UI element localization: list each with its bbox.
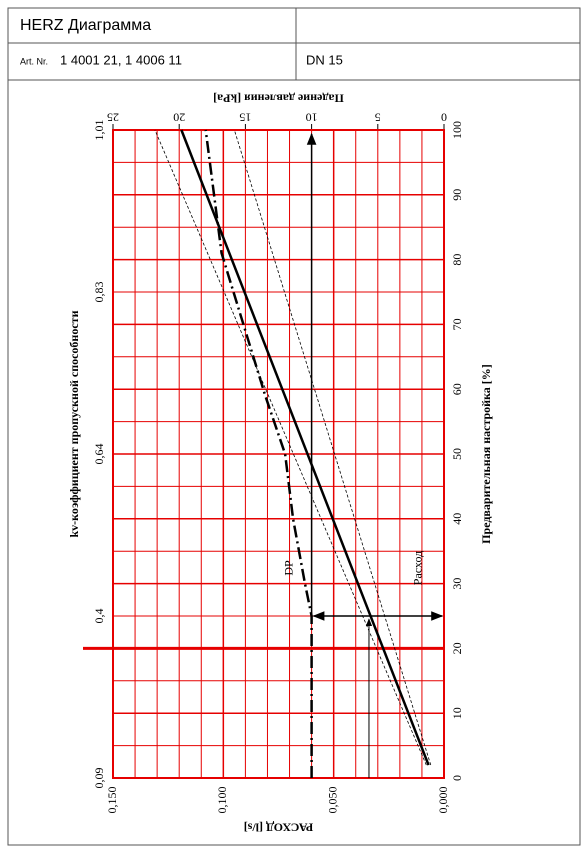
kv-axis-title: kv-коэффициент пропускной способности	[67, 310, 81, 537]
y-tick-label: 90	[450, 189, 464, 201]
series-line	[233, 129, 432, 766]
y-tick-label: 100	[450, 121, 464, 139]
series-label: Расход	[410, 551, 424, 585]
y-tick-label: 30	[450, 578, 464, 590]
y-tick-label: 40	[450, 513, 464, 525]
dn: DN 15	[306, 52, 343, 67]
pressure-tick-label: 25	[107, 110, 119, 124]
x-tick-label: 0,100	[215, 787, 229, 814]
pressure-tick-label: 15	[239, 110, 251, 124]
y-tick-label: 50	[450, 448, 464, 460]
pressure-tick-label: 5	[375, 110, 381, 124]
series-line	[154, 129, 427, 766]
pressure-tick-label: 0	[441, 110, 447, 124]
x-axis-title: РАСХОД [l/s]	[244, 820, 314, 834]
y-tick-label: 70	[450, 318, 464, 330]
kv-tick-label: 0,83	[92, 282, 106, 303]
y-tick-label: 80	[450, 254, 464, 266]
kv-tick-label: 1,01	[92, 120, 106, 141]
x-tick-label: 0,000	[436, 787, 450, 814]
plot-border	[112, 129, 445, 779]
pressure-tick-label: 10	[306, 110, 318, 124]
series-line	[180, 129, 430, 766]
kv-tick-label: 0,64	[92, 444, 106, 465]
title: HERZ Диаграмма	[20, 17, 151, 34]
art-number: 1 4001 21, 1 4006 11	[60, 52, 182, 67]
pressure-axis-title: Падение давления [kPa]	[213, 91, 344, 105]
kv-tick-label: 0,4	[92, 609, 106, 624]
art-label: Art. Nr.	[20, 56, 48, 66]
x-tick-label: 0,150	[105, 787, 119, 814]
series-line	[204, 129, 313, 778]
y-tick-label: 0	[450, 775, 464, 781]
frame	[7, 7, 581, 846]
y-tick-label: 60	[450, 383, 464, 395]
y-tick-label: 10	[450, 707, 464, 719]
series-label: DP	[281, 560, 295, 576]
x-tick-label: 0,050	[325, 787, 339, 814]
kv-tick-label: 0,09	[92, 768, 106, 789]
y-axis-title: Предварительная настройка [%]	[479, 364, 493, 544]
y-tick-label: 20	[450, 642, 464, 654]
pressure-tick-label: 20	[173, 110, 185, 124]
